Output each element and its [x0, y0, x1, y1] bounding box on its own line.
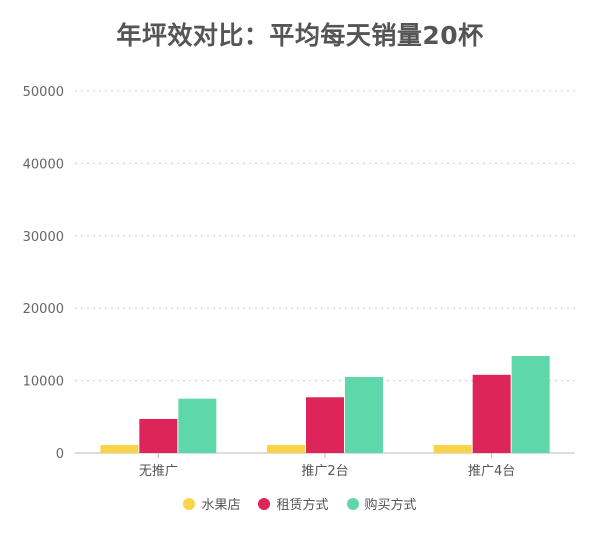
legend-item[interactable]: 购买方式 — [346, 494, 417, 513]
legend-dot-icon — [183, 497, 196, 510]
bar[interactable] — [306, 397, 344, 453]
x-tick-label: 推广2台 — [301, 464, 348, 479]
bar[interactable] — [139, 418, 178, 453]
legend-label: 租赁方式 — [276, 498, 329, 513]
bar[interactable] — [472, 374, 511, 453]
bar[interactable] — [511, 355, 550, 453]
legend-item[interactable]: 水果店 — [183, 494, 240, 513]
y-tick-label: 20000 — [23, 302, 64, 317]
bar[interactable] — [267, 445, 305, 453]
chart-legend: 水果店 租赁方式 购买方式 — [0, 494, 600, 513]
legend-dot-icon — [346, 497, 359, 510]
y-tick-label: 30000 — [23, 230, 64, 245]
legend-label: 水果店 — [201, 498, 241, 513]
y-tick-label: 10000 — [23, 375, 64, 390]
bar[interactable] — [100, 445, 139, 453]
legend-item[interactable]: 租赁方式 — [258, 494, 329, 513]
chart-title: 年坪效对比：平均每天销量20杯 — [116, 21, 484, 50]
y-tick-label: 50000 — [23, 85, 64, 100]
legend-label: 购买方式 — [364, 498, 417, 513]
bar[interactable] — [433, 445, 472, 453]
x-tick-label: 推广4台 — [468, 464, 515, 479]
y-tick-label: 0 — [56, 447, 64, 462]
bar[interactable] — [178, 398, 217, 453]
x-tick-label: 无推广 — [139, 464, 178, 479]
legend-dot-icon — [258, 497, 271, 510]
y-tick-label: 40000 — [23, 157, 64, 172]
bar[interactable] — [345, 376, 383, 453]
